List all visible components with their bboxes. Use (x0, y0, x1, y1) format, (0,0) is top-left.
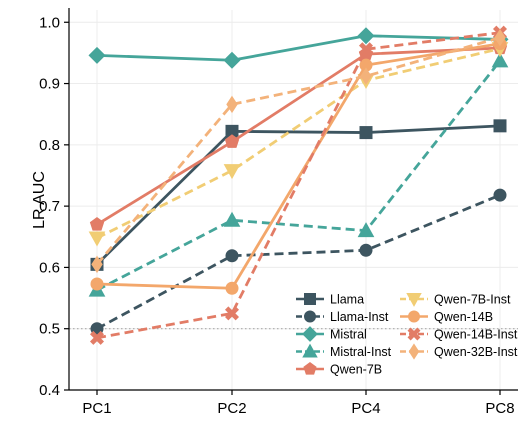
y-tick-label: 0.9 (39, 76, 60, 93)
data-point (493, 188, 507, 202)
x-tick-label: PC8 (485, 400, 514, 417)
legend-label: Qwen-32B-Inst (434, 345, 518, 359)
series-line (96, 31, 501, 340)
data-point (358, 42, 374, 57)
data-point (224, 306, 240, 321)
x-tick-label: PC4 (351, 400, 380, 417)
series-line (96, 42, 501, 290)
data-point (225, 281, 239, 295)
data-point (225, 249, 239, 263)
data-point (359, 243, 373, 257)
data-point (223, 211, 241, 227)
legend-entry-llama: Llama (296, 293, 364, 307)
y-axis-label: LR AUC (31, 171, 48, 229)
data-point (89, 217, 105, 231)
series-mistral-inst (88, 52, 509, 297)
legend-label: Qwen-7B (330, 363, 382, 377)
legend-entry-qwen-7b: Qwen-7B (296, 362, 382, 377)
data-point (226, 95, 238, 114)
legend-marker (303, 362, 317, 375)
y-tick-label: 1.0 (39, 14, 60, 31)
series-line (96, 193, 501, 330)
legend-marker (406, 293, 422, 307)
series-qwen-14b (90, 37, 507, 295)
legend: Llama Llama-Inst Mistral Mistral-Inst Qwen-7… (296, 293, 518, 377)
series-line (95, 36, 501, 266)
legend-label: Qwen-14B (434, 310, 493, 324)
x-tick-label: PC2 (217, 400, 246, 417)
data-point (88, 46, 106, 64)
y-tick-label: 0.8 (39, 137, 60, 154)
legend-label: Qwen-14B-Inst (434, 328, 518, 342)
series-qwen-7b (89, 40, 508, 231)
data-point (88, 231, 106, 247)
data-point (223, 51, 241, 69)
series-line (96, 124, 501, 266)
series-qwen-32b-inst (91, 28, 506, 274)
legend-entry-mistral: Mistral (296, 326, 367, 342)
legend-entry-qwen-14b: Qwen-14B (400, 310, 493, 324)
series-qwen-7b-inst (88, 42, 509, 247)
data-point (360, 67, 372, 85)
legend-marker (407, 327, 421, 341)
data-point (91, 255, 103, 274)
data-point (493, 119, 507, 133)
legend-entry-qwen-32b-inst: Qwen-32B-Inst (400, 343, 518, 360)
legend-marker (304, 310, 316, 323)
series-llama (90, 119, 507, 271)
legend-entry-qwen-14b-inst: Qwen-14B-Inst (400, 328, 518, 342)
series-group (88, 25, 509, 345)
series-line (96, 34, 501, 62)
x-tick-label: PC1 (82, 400, 111, 417)
legend-marker (302, 343, 318, 358)
legend-label: Qwen-7B-Inst (434, 293, 511, 307)
legend-entry-llama-inst: Llama-Inst (296, 310, 389, 324)
legend-label: Mistral (330, 328, 367, 342)
data-point (89, 330, 105, 345)
legend-marker (302, 326, 318, 342)
axes: 0.4 0.5 0.6 0.7 0.8 0.9 1.0 PC1 PC2 PC4 PC8 (39, 8, 518, 417)
y-tick-label: 0.6 (39, 259, 60, 276)
legend-marker (408, 343, 420, 360)
data-point (357, 222, 375, 238)
legend-entry-mistral-inst: Mistral-Inst (296, 343, 392, 359)
data-point (494, 28, 506, 47)
data-point (357, 27, 375, 45)
data-point (223, 164, 241, 180)
data-point (90, 277, 104, 291)
series-line (96, 60, 502, 292)
data-point (224, 134, 240, 148)
legend-entry-qwen-7b-inst: Qwen-7B-Inst (400, 293, 511, 307)
y-tick-label: 0.7 (39, 198, 60, 215)
legend-label: Mistral-Inst (330, 345, 392, 359)
legend-label: Llama (330, 293, 364, 307)
y-tick-label: 0.5 (39, 321, 60, 338)
legend-label: Llama-Inst (330, 310, 389, 324)
legend-marker (304, 293, 316, 305)
legend-marker (408, 310, 420, 323)
series-line (96, 47, 501, 240)
y-tick-label: 0.4 (39, 382, 60, 399)
data-point (491, 52, 509, 68)
data-point (359, 126, 373, 140)
